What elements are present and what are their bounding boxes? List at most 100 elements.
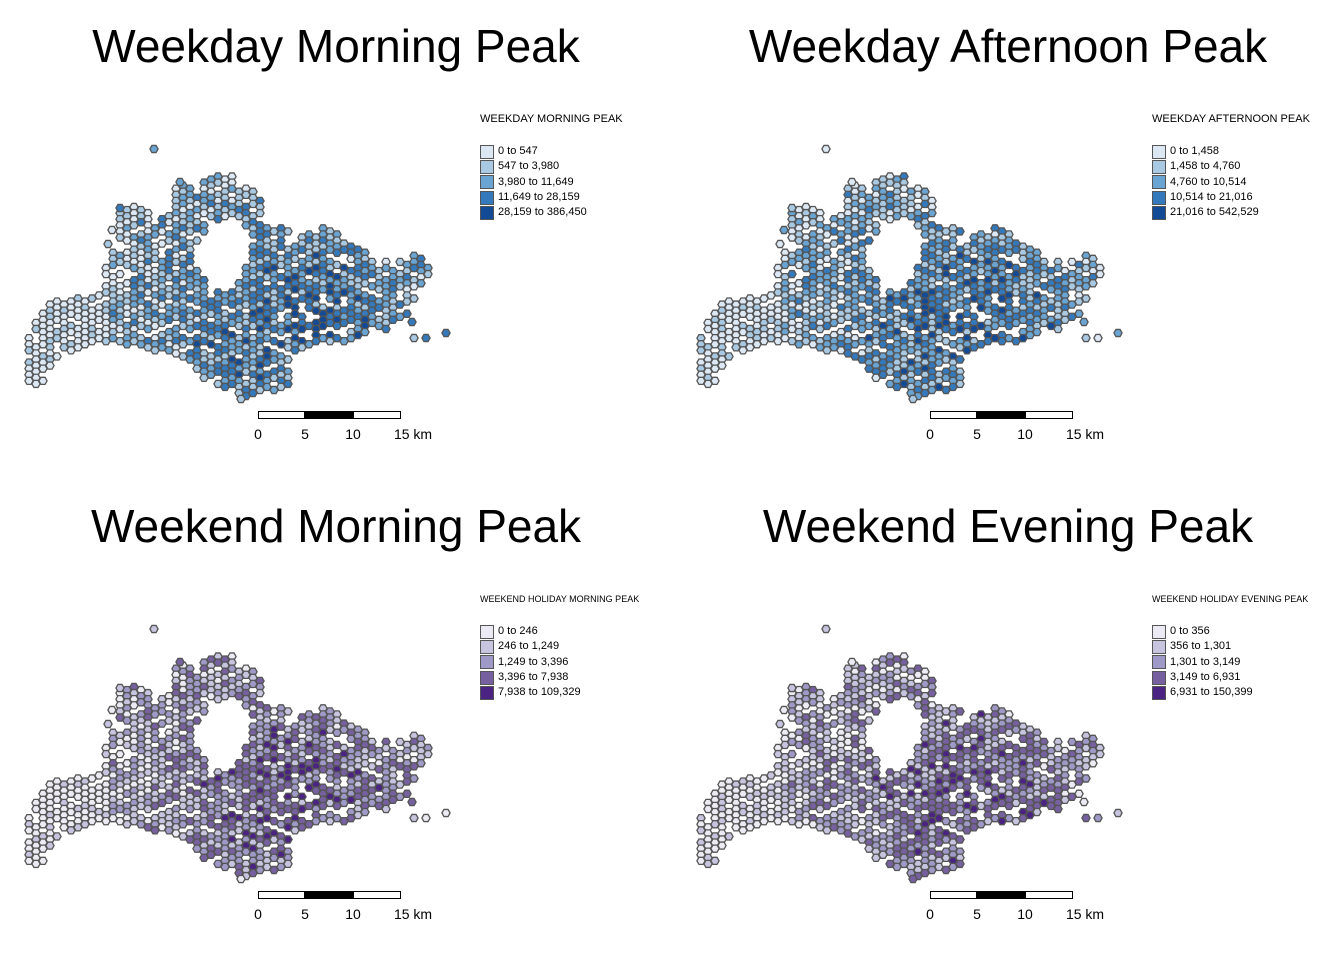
hexagon-cell [1039, 318, 1049, 328]
hexagon-cell [255, 865, 265, 875]
hexagon-cell [157, 318, 167, 328]
hexagon-cell [31, 859, 41, 869]
hexagon-cell [227, 688, 237, 698]
hexagon-cell [115, 257, 125, 267]
legend: WEEKEND HOLIDAY EVENING PEAK 0 to 356 35… [1152, 593, 1308, 700]
hexagon-cell [241, 780, 251, 789]
hexagon-cell [346, 734, 356, 744]
hexagon-cell [234, 801, 244, 811]
hexagon-cell [913, 300, 923, 309]
hexagon-cell [107, 705, 117, 715]
hexagon-cell [829, 227, 839, 236]
hexagon-cell [857, 707, 867, 716]
hexagon-cell [829, 719, 839, 728]
hexagon-cell [976, 303, 986, 312]
hexagon-cell [136, 820, 146, 829]
hexagon-cell [794, 260, 804, 270]
hexagon-cell [87, 817, 97, 826]
hexagon-cell [955, 780, 965, 789]
hexagon-cell [409, 774, 419, 783]
legend-label: 4,760 to 10,514 [1170, 175, 1247, 188]
hexagon-cell [276, 807, 286, 817]
hexagon-cell [794, 820, 804, 829]
hexagon-cell [829, 707, 839, 716]
hexagon-cell [847, 177, 857, 187]
hexagon-cell [794, 716, 804, 725]
hexagon-cell [913, 780, 923, 789]
hexagon-cell [325, 318, 335, 328]
hexagon-cell [955, 355, 965, 364]
hexagon-cell [906, 801, 916, 811]
hexagon-cell [759, 817, 769, 826]
hexagon-cell [1081, 813, 1091, 823]
hexagon-cell [885, 658, 895, 667]
hexagon-cell [808, 820, 818, 829]
scale-bar: 0 5 10 15 km [926, 411, 1120, 451]
hexagon-cell [227, 798, 237, 808]
legend-label: 3,149 to 6,931 [1170, 671, 1241, 684]
hexagon-cell [367, 749, 377, 759]
hexagon-cell [1039, 282, 1049, 291]
hexagon-cell [206, 820, 216, 829]
legend-label: 3,396 to 7,938 [498, 671, 569, 684]
hexagon-cell [815, 804, 825, 814]
hexagon-cell [948, 807, 958, 817]
hexagon-cell [1046, 321, 1056, 331]
hexagon-cell [157, 227, 167, 236]
hexagon-cell [983, 337, 993, 346]
scale-bar-tick: 5 [301, 426, 309, 442]
hexagon-cell [843, 312, 853, 321]
hexagon-cell [871, 853, 881, 862]
hexagon-cell [374, 801, 384, 811]
hexagon-cell [1081, 774, 1091, 783]
hexagon-cell [149, 624, 159, 634]
hexagon-cell [857, 817, 867, 826]
scale-bar-segment [258, 411, 305, 419]
hexagon-cell [899, 780, 909, 789]
hexagon-cell [773, 269, 783, 279]
hexagon-cell [857, 294, 867, 303]
hexagon-cell [878, 820, 888, 829]
hexagon-cell [143, 768, 153, 777]
hexagon-cell [248, 710, 258, 719]
hexagon-cell [236, 394, 246, 404]
hexagon-cell [997, 294, 1007, 303]
scale-bar-segment [353, 411, 401, 419]
hexagon-cell [122, 740, 132, 750]
hexagon-cell [185, 294, 195, 303]
legend-swatch [480, 190, 494, 205]
hex-map [696, 144, 1123, 404]
hexagon-cell [871, 688, 881, 698]
hexagon-cell [87, 337, 97, 346]
hexagon-cell [192, 297, 202, 306]
hexagon-cell [955, 324, 965, 334]
hexagon-cell [395, 762, 405, 771]
hexagon-cell [962, 826, 972, 835]
hexagon-cell [136, 340, 146, 349]
hexagon-cell [367, 318, 377, 328]
hexagon-cell [241, 190, 251, 199]
hexagon-cell [199, 208, 209, 218]
hexagon-cell [871, 707, 881, 716]
hexagon-cell [367, 798, 377, 808]
legend-label: 1,301 to 3,149 [1170, 655, 1241, 668]
hexagon-cell [115, 203, 125, 213]
hexagon-cell [24, 376, 34, 386]
hexagon-cell [101, 817, 111, 826]
hexagon-cell [185, 337, 195, 346]
hexagon-cell [773, 817, 783, 826]
hexagon-cell [899, 859, 909, 869]
hexagon-cell [745, 792, 755, 801]
hexagon-cell [297, 774, 307, 783]
hexagon-cell [185, 762, 195, 771]
hexagon-cell [885, 847, 895, 856]
hexagon-cell [773, 337, 783, 346]
hexagon-cell [829, 823, 839, 832]
hexagon-cell [815, 288, 825, 297]
hexagon-cell [283, 859, 293, 869]
hexagon-cell [829, 300, 839, 309]
hexagon-cell [304, 783, 314, 792]
legend-swatch [1152, 144, 1166, 159]
hexagon-cell [171, 257, 181, 267]
hexagon-cell [115, 804, 125, 814]
